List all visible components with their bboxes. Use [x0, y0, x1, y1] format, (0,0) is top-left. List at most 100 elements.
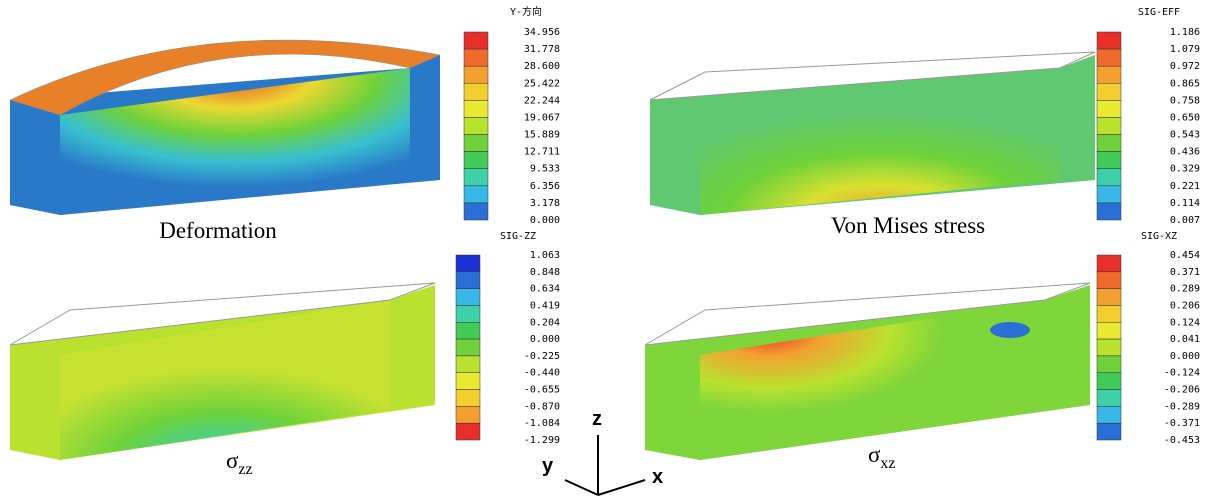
model-sigma-zz: [10, 283, 435, 460]
legend-label: 0.419: [530, 300, 560, 311]
legend-label: 0.204: [530, 317, 560, 328]
legend-label: 0.007: [1170, 215, 1200, 226]
color-band: [456, 272, 480, 289]
legend-label: 1.079: [1170, 44, 1200, 55]
legend-label: 0.634: [530, 284, 560, 295]
legend-label: -0.225: [524, 351, 560, 362]
color-band: [1097, 406, 1121, 423]
legend-title: SIG-ZZ: [500, 231, 536, 242]
legend-label: -0.453: [1164, 435, 1200, 446]
color-band: [456, 305, 480, 322]
legend-label: 0.289: [1170, 284, 1200, 295]
caption-symbol: σ: [868, 442, 881, 467]
legend-label: 15.889: [524, 130, 560, 141]
legend-label: 25.422: [524, 78, 560, 89]
model-sigma-xz: [645, 283, 1090, 460]
color-band: [464, 66, 488, 83]
legend-label: 0.124: [1170, 317, 1200, 328]
color-band: [1097, 305, 1121, 322]
color-band: [464, 135, 488, 152]
color-band: [1097, 83, 1121, 100]
legend-label: 19.067: [524, 112, 560, 123]
legend-label: -0.371: [1164, 418, 1200, 429]
color-band: [1097, 390, 1121, 407]
axis-label: y: [542, 455, 554, 477]
color-band: [456, 406, 480, 423]
legend-label: -0.124: [1164, 368, 1200, 379]
axis-triad: [565, 435, 645, 495]
color-band: [464, 152, 488, 169]
color-band: [456, 390, 480, 407]
legend-label: 3.178: [530, 198, 560, 209]
legend-label: -0.870: [524, 401, 560, 412]
color-band: [1097, 423, 1121, 440]
color-band: [1097, 373, 1121, 390]
color-band: [456, 356, 480, 373]
model-von-mises: [650, 52, 1095, 215]
color-band: [1097, 152, 1121, 169]
color-band: [456, 255, 480, 272]
color-band: [1097, 100, 1121, 117]
caption: σxz: [868, 442, 896, 472]
caption: σzz: [226, 448, 253, 478]
color-band: [1097, 66, 1121, 83]
color-band: [1097, 339, 1121, 356]
axis-label: z: [592, 408, 602, 430]
color-band: [464, 32, 488, 49]
caption-subscript: xz: [880, 455, 895, 472]
legend-label: 0.000: [530, 215, 560, 226]
color-band: [456, 289, 480, 306]
legend-label: -0.206: [1164, 385, 1200, 396]
color-band: [1097, 322, 1121, 339]
legend-label: 0.454: [1170, 250, 1200, 261]
legend-label: -0.289: [1164, 401, 1200, 412]
legend-label: 0.041: [1170, 334, 1200, 345]
legend-label: 0.758: [1170, 95, 1200, 106]
legend-label: -1.299: [524, 435, 560, 446]
legend-label: 22.244: [524, 95, 560, 106]
legend-label: 12.711: [524, 147, 560, 158]
legend-label: -0.440: [524, 368, 560, 379]
legend-label: 0.650: [1170, 112, 1200, 123]
legend-label: 0.371: [1170, 267, 1200, 278]
legend-label: 1.186: [1170, 27, 1200, 38]
figure: z y x Y-方向34.95631.77828.60025.42222.244…: [0, 0, 1208, 499]
color-band: [456, 322, 480, 339]
axis-label: x: [652, 466, 663, 488]
model-deformation: [10, 40, 440, 215]
color-band: [1097, 32, 1121, 49]
legend-label: 0.329: [1170, 164, 1200, 175]
color-band: [1097, 186, 1121, 203]
legend-label: 0.865: [1170, 78, 1200, 89]
legend-label: 0.206: [1170, 300, 1200, 311]
legend-label: 0.221: [1170, 181, 1200, 192]
color-band: [1097, 203, 1121, 220]
color-band: [464, 117, 488, 134]
color-band: [464, 49, 488, 66]
color-band: [1097, 135, 1121, 152]
legend-label: 0.000: [530, 334, 560, 345]
color-band: [464, 169, 488, 186]
color-band: [464, 100, 488, 117]
legend-label: 0.543: [1170, 130, 1200, 141]
caption: Deformation: [159, 218, 277, 243]
legend-title: Y-方向: [510, 5, 542, 18]
color-band: [1097, 169, 1121, 186]
color-band: [1097, 117, 1121, 134]
legend-label: 6.356: [530, 181, 560, 192]
color-band: [456, 339, 480, 356]
color-band: [464, 186, 488, 203]
legend-label: -0.655: [524, 385, 560, 396]
color-band: [456, 423, 480, 440]
legend-label: 0.848: [530, 267, 560, 278]
color-band: [464, 203, 488, 220]
color-band: [1097, 49, 1121, 66]
color-band: [1097, 272, 1121, 289]
caption-symbol: σ: [226, 448, 239, 473]
legend-label: 9.533: [530, 164, 560, 175]
legend-label: 28.600: [524, 61, 560, 72]
legend-label: 0.972: [1170, 61, 1200, 72]
caption-subscript: zz: [238, 461, 252, 478]
legend-label: -1.084: [524, 418, 560, 429]
color-band: [1097, 289, 1121, 306]
